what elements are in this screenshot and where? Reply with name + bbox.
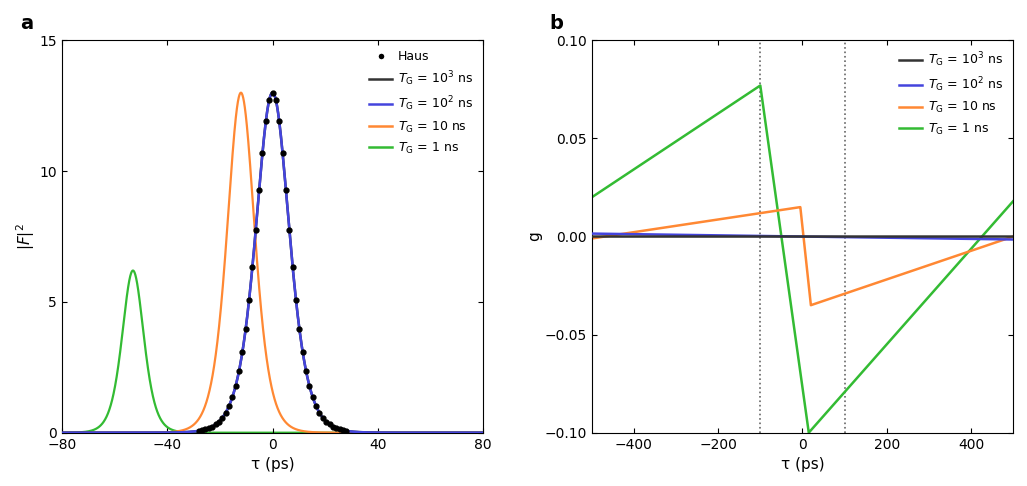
X-axis label: τ (ps): τ (ps) [781,457,825,472]
Y-axis label: g: g [527,232,541,242]
X-axis label: τ (ps): τ (ps) [251,457,295,472]
Y-axis label: $|F|^2$: $|F|^2$ [14,223,37,250]
Legend: Haus, $T_\mathrm{G}$ = 10$^3$ ns, $T_\mathrm{G}$ = 10$^2$ ns, $T_\mathrm{G}$ = 1: Haus, $T_\mathrm{G}$ = 10$^3$ ns, $T_\ma… [366,47,477,160]
Text: b: b [549,14,564,33]
Legend: $T_\mathrm{G}$ = 10$^3$ ns, $T_\mathrm{G}$ = 10$^2$ ns, $T_\mathrm{G}$ = 10 ns, : $T_\mathrm{G}$ = 10$^3$ ns, $T_\mathrm{G… [896,47,1006,140]
Text: a: a [20,14,33,33]
